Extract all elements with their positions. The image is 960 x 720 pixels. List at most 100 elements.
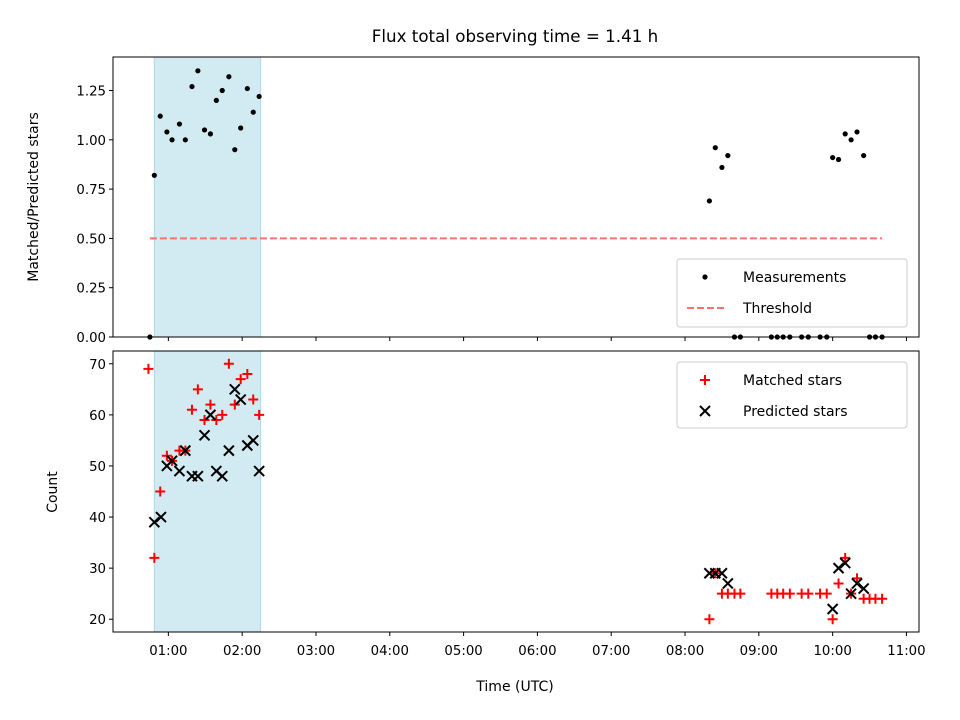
- top-measurement-point: [725, 152, 731, 159]
- matched-star-point: [161, 450, 172, 461]
- bottom-series-layer: [143, 358, 888, 625]
- predicted-star-point: [223, 444, 235, 457]
- bottom-x-tick-label: 05:00: [444, 644, 482, 659]
- legend-matched-swatch: [700, 375, 710, 385]
- matched-star-point: [735, 588, 746, 599]
- x-axis-label: Time (UTC): [475, 679, 553, 695]
- top-measurement-point: [861, 152, 867, 159]
- matched-star-point: [149, 552, 160, 563]
- bottom-legend-label: Matched stars: [743, 373, 842, 389]
- bottom-x-tick-label: 02:00: [223, 644, 261, 659]
- bottom-y-tick-label: 70: [89, 358, 106, 373]
- top-axes-frame: [112, 56, 920, 338]
- top-y-axis-label: Matched/Predicted stars: [26, 112, 42, 282]
- matched-star-point: [155, 486, 166, 497]
- predicted-star-point: [192, 470, 204, 482]
- bottom-y-tick-label: 30: [89, 562, 106, 577]
- matched-star-point: [211, 414, 222, 425]
- top-measurement-point: [835, 156, 842, 163]
- bottom-span-rect: [153, 350, 262, 633]
- predicted-star-point: [173, 465, 186, 477]
- top-legend-box: [676, 258, 908, 328]
- predicted-star-point: [216, 470, 228, 482]
- bottom-x-ticks: 01:00 02:00 03:00 04:00 05:00 06:00 07:00 08:00…: [149, 632, 926, 659]
- bottom-y-ticks: 20 30 40 50 60 70: [89, 358, 113, 628]
- bottom-x-tick-label: 07:00: [592, 644, 630, 659]
- top-legend-label: Threshold: [742, 301, 812, 317]
- predicted-star-point: [722, 577, 734, 590]
- top-measurement-point: [712, 145, 718, 151]
- bottom-x-tick-label: 10:00: [813, 644, 851, 659]
- bottom-y-tick-label: 60: [89, 409, 106, 424]
- predicted-star-point: [247, 434, 259, 447]
- matched-star-point: [877, 593, 888, 604]
- top-measurement-point: [232, 147, 238, 153]
- matched-star-point: [199, 414, 210, 425]
- matched-star-point: [192, 384, 203, 395]
- bottom-axes-frame: [112, 350, 920, 633]
- top-x-ticks: [167, 337, 907, 341]
- top-measurement-point: [854, 129, 860, 135]
- matched-star-point: [803, 588, 814, 599]
- predicted-star-point: [716, 567, 728, 579]
- matched-star-point: [784, 588, 795, 599]
- top-y-tick-label: 1.00: [76, 134, 106, 149]
- bottom-x-tick-label: 11:00: [887, 644, 925, 659]
- top-measurement-point: [719, 164, 725, 171]
- top-measurement-point: [164, 129, 170, 135]
- predicted-star-point: [234, 393, 247, 406]
- top-measurement-point: [238, 125, 244, 131]
- top-series-layer: [147, 68, 885, 340]
- predicted-star-point: [857, 582, 870, 595]
- top-measurement-point: [182, 137, 188, 143]
- top-measurement-point: [226, 74, 232, 80]
- top-y-tick-label: 0.50: [76, 232, 106, 247]
- chart-title: Flux total observing time = 1.41 h: [372, 26, 658, 46]
- predicted-star-point: [832, 562, 845, 574]
- predicted-star-point: [253, 465, 265, 477]
- top-legend: Measurements Threshold: [676, 258, 908, 328]
- top-measurement-point: [207, 131, 214, 137]
- top-measurement-point: [244, 85, 250, 92]
- top-y-tick-label: 0.75: [76, 183, 106, 198]
- bottom-shaded-span: [153, 350, 262, 633]
- predicted-star-point: [166, 455, 178, 467]
- predicted-star-point: [851, 577, 863, 590]
- top-measurement-point: [195, 68, 201, 74]
- top-y-tick-label: 0.00: [76, 331, 106, 346]
- top-legend-label: Measurements: [743, 270, 846, 286]
- bottom-y-axis-label: Count: [45, 471, 61, 513]
- matched-star-point: [833, 578, 844, 589]
- bottom-x-tick-label: 01:00: [149, 644, 187, 659]
- predicted-star-point: [204, 409, 217, 421]
- matched-star-point: [821, 588, 832, 599]
- predicted-star-point: [179, 444, 192, 457]
- top-measurement-point: [213, 97, 219, 103]
- matched-star-point: [205, 399, 216, 410]
- matched-star-point: [248, 394, 259, 405]
- bottom-x-tick-label: 04:00: [371, 644, 409, 659]
- predicted-star-point: [845, 587, 857, 600]
- top-y-ticks: 0.00 0.25 0.50 0.75 1.00 1.25: [76, 85, 113, 346]
- matched-star-point: [254, 409, 265, 420]
- top-measurement-point: [201, 127, 208, 133]
- predicted-star-point: [155, 511, 167, 523]
- matched-star-point: [223, 358, 234, 369]
- bottom-legend: Matched stars Predicted stars: [676, 361, 908, 429]
- predicted-star-point: [148, 516, 161, 528]
- top-y-tick-label: 1.25: [76, 85, 106, 100]
- bottom-y-tick-label: 50: [89, 460, 106, 475]
- bottom-y-tick-label: 40: [89, 511, 106, 526]
- bottom-x-tick-label: 06:00: [518, 644, 556, 659]
- matched-star-point: [242, 368, 253, 379]
- bottom-panel: 20 30 40 50 60 70 01:00 02:00 03:00 04:00 05:00 06…: [45, 350, 926, 695]
- predicted-star-point: [198, 429, 211, 442]
- matched-star-point: [229, 399, 240, 410]
- top-measurement-point: [250, 109, 256, 115]
- matched-star-point: [704, 614, 715, 625]
- bottom-x-tick-label: 09:00: [740, 644, 778, 659]
- predicted-star-point: [839, 557, 851, 569]
- predicted-star-point: [826, 603, 839, 615]
- top-measurement-point: [157, 113, 163, 119]
